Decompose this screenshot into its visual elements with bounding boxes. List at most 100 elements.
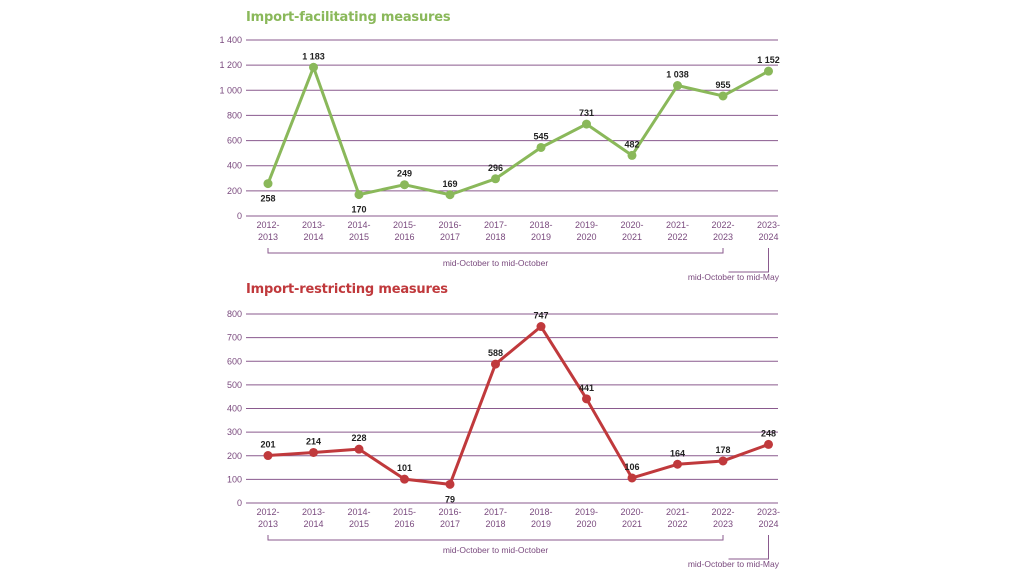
x-tick-label: 2013: [258, 232, 278, 242]
x-tick-label: 2015-: [393, 507, 416, 517]
x-tick-label: 2022: [667, 519, 687, 529]
period-bracket: [267, 535, 724, 541]
data-point: [491, 359, 500, 369]
y-tick-label: 0: [237, 498, 242, 508]
data-label: 214: [306, 436, 321, 446]
period-bracket-last: [728, 248, 769, 273]
x-tick-label: 2022-: [711, 507, 734, 517]
x-tick-label: 2020: [576, 232, 596, 242]
x-tick-label: 2016-: [438, 507, 461, 517]
y-tick-label: 800: [227, 309, 242, 319]
data-label: 249: [397, 169, 412, 179]
data-point: [673, 459, 682, 469]
y-tick-label: 600: [227, 356, 242, 366]
x-tick-label: 2016-: [438, 220, 461, 230]
x-tick-label: 2023-: [757, 507, 780, 517]
x-tick-label: 2013-: [302, 507, 325, 517]
x-tick-label: 2013-: [302, 220, 325, 230]
data-point: [627, 473, 637, 483]
data-label: 248: [761, 428, 776, 438]
x-tick-label: 2021-: [666, 507, 689, 517]
y-tick-label: 500: [227, 380, 242, 390]
x-tick-label: 2015-: [393, 220, 416, 230]
y-tick-label: 1 000: [219, 85, 242, 95]
x-tick-label: 2023: [713, 232, 733, 242]
x-tick-label: 2018: [485, 519, 505, 529]
y-tick-label: 1 400: [219, 35, 242, 45]
x-tick-label: 2024: [758, 519, 778, 529]
data-point: [400, 180, 409, 190]
y-tick-label: 1 200: [219, 60, 242, 70]
chart-title-restricting: Import-restricting measures: [246, 282, 448, 297]
period-label-last: mid-October to mid-May: [688, 559, 780, 569]
x-tick-label: 2012-: [256, 507, 279, 517]
x-tick-label: 2013: [258, 519, 278, 529]
series-line: [266, 325, 770, 486]
x-tick-label: 2019-: [575, 507, 598, 517]
data-point: [309, 447, 318, 457]
period-label-main: mid-October to mid-October: [443, 258, 549, 268]
x-tick-label: 2021-: [666, 220, 689, 230]
x-tick-label: 2017-: [484, 220, 507, 230]
x-tick-label: 2018-: [529, 220, 552, 230]
x-tick-label: 2016: [394, 519, 414, 529]
y-tick-label: 800: [227, 110, 242, 120]
data-label: 258: [260, 194, 275, 204]
data-label: 545: [533, 131, 548, 141]
x-tick-label: 2017-: [484, 507, 507, 517]
data-label: 106: [624, 462, 639, 472]
data-point: [718, 91, 728, 101]
data-label: 747: [533, 311, 548, 321]
x-tick-label: 2018-: [529, 507, 552, 517]
data-point: [764, 439, 773, 449]
data-label: 1 038: [666, 70, 689, 80]
data-label: 1 152: [757, 55, 780, 65]
y-tick-label: 0: [237, 211, 242, 221]
x-tick-label: 2017: [440, 232, 460, 242]
x-tick-label: 2022-: [711, 220, 734, 230]
data-label: 170: [351, 205, 366, 215]
x-tick-label: 2012-: [256, 220, 279, 230]
x-tick-label: 2015: [349, 232, 369, 242]
x-tick-label: 2014-: [347, 507, 370, 517]
data-label: 955: [715, 80, 730, 90]
data-label: 441: [579, 383, 594, 393]
data-point: [263, 179, 273, 189]
x-tick-label: 2021: [622, 232, 642, 242]
x-tick-label: 2019: [531, 519, 551, 529]
y-tick-label: 100: [227, 474, 242, 484]
data-point: [582, 394, 591, 404]
series-line: [266, 65, 770, 197]
x-tick-label: 2023-: [757, 220, 780, 230]
data-point: [354, 190, 364, 200]
y-tick-label: 700: [227, 333, 242, 343]
data-point: [536, 322, 546, 332]
y-tick-label: 400: [227, 161, 242, 171]
y-tick-label: 300: [227, 427, 242, 437]
data-point: [491, 174, 500, 184]
data-label: 1 183: [302, 51, 325, 61]
period-bracket: [267, 248, 724, 254]
y-tick-label: 600: [227, 136, 242, 146]
period-label-last: mid-October to mid-May: [688, 272, 780, 282]
x-tick-label: 2020-: [620, 220, 643, 230]
data-label: 178: [715, 445, 730, 455]
x-tick-label: 2017: [440, 519, 460, 529]
period-bracket-last: [728, 535, 769, 560]
x-tick-label: 2016: [394, 232, 414, 242]
y-tick-label: 200: [227, 451, 242, 461]
x-tick-label: 2019: [531, 232, 551, 242]
data-label: 296: [488, 163, 503, 173]
x-tick-label: 2021: [622, 519, 642, 529]
data-label: 731: [579, 108, 594, 118]
x-tick-label: 2019-: [575, 220, 598, 230]
chart-title-facilitating: Import-facilitating measures: [246, 10, 451, 25]
data-point: [718, 456, 728, 466]
data-label: 79: [445, 494, 455, 504]
data-point: [354, 444, 364, 454]
data-point: [536, 142, 546, 152]
data-label: 169: [442, 179, 457, 189]
x-tick-label: 2024: [758, 232, 778, 242]
data-point: [445, 479, 455, 489]
